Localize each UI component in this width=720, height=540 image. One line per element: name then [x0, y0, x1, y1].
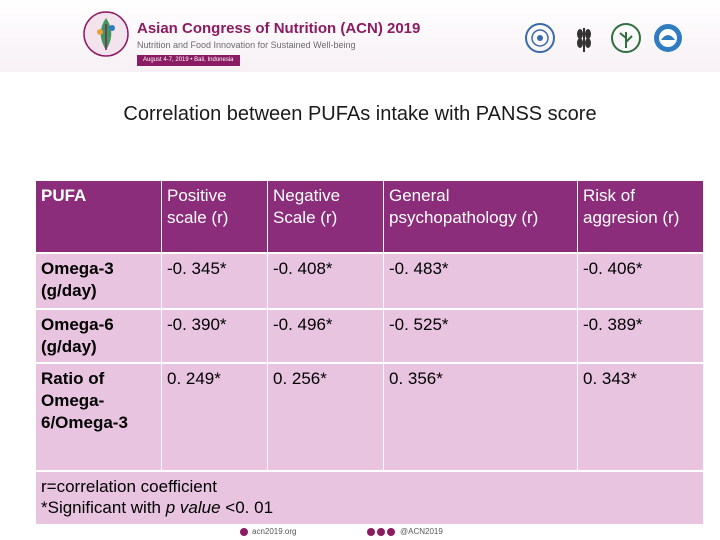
table-cell: -0. 389*: [577, 309, 704, 364]
footnote-definition: r=correlation coefficient: [41, 477, 217, 496]
table-cell: 0. 256*: [267, 363, 384, 472]
footnote-suffix: <0. 01: [220, 498, 274, 517]
plant-logo-icon: [611, 23, 641, 53]
partner-emblem-icon: [525, 23, 555, 53]
location-icon: [240, 528, 248, 536]
row-label: Ratio of Omega-6/Omega-3: [35, 363, 162, 472]
social-icon: [367, 528, 375, 536]
row-label: Omega-6 (g/day): [35, 309, 162, 364]
footer-website[interactable]: acn2019.org: [252, 527, 297, 536]
table-cell: -0. 496*: [267, 309, 384, 364]
footnote-p-value: p value: [165, 498, 221, 517]
social-icon: [377, 528, 385, 536]
table-cell: -0. 525*: [383, 309, 578, 364]
column-header: PUFA: [35, 181, 162, 254]
slide-title: Correlation between PUFAs intake with PA…: [123, 103, 597, 125]
table-cell: -0. 406*: [577, 253, 704, 310]
social-icon: [387, 528, 395, 536]
footnote-prefix: *Significant with: [41, 498, 166, 517]
society-seal-icon: [654, 24, 682, 52]
table-footnote-row: r=correlation coefficient *Significant w…: [35, 471, 704, 528]
correlation-table: PUFA Positive scale (r) Negative Scale (…: [35, 181, 704, 528]
table-row: Omega-3 (g/day) -0. 345* -0. 408* -0. 48…: [35, 253, 704, 310]
table-cell: -0. 483*: [383, 253, 578, 310]
column-header: Negative Scale (r): [267, 181, 384, 254]
table-cell: -0. 408*: [267, 253, 384, 310]
table-cell: 0. 356*: [383, 363, 578, 472]
conference-subtitle: Nutrition and Food Innovation for Sustai…: [137, 40, 356, 50]
column-header: General psychopathology (r): [383, 181, 578, 254]
table-row: Omega-6 (g/day) -0. 390* -0. 496* -0. 52…: [35, 309, 704, 364]
table-cell: 0. 249*: [161, 363, 268, 472]
conference-date-badge: August 4-7, 2019 • Bali, Indonesia: [137, 55, 240, 66]
footnote-significance: *Significant with p value <0. 01: [41, 497, 698, 518]
conference-title: Asian Congress of Nutrition (ACN) 2019: [137, 20, 421, 37]
slide-footer: acn2019.org @ACN2019: [0, 524, 720, 540]
footer-handle[interactable]: @ACN2019: [400, 527, 443, 536]
table-row: Ratio of Omega-6/Omega-3 0. 249* 0. 256*…: [35, 363, 704, 472]
column-header: Risk of aggresion (r): [577, 181, 704, 254]
conference-banner: Asian Congress of Nutrition (ACN) 2019 N…: [0, 0, 720, 72]
column-header: Positive scale (r): [161, 181, 268, 254]
table-header-row: PUFA Positive scale (r) Negative Scale (…: [35, 181, 704, 254]
acn-logo-icon: [83, 11, 129, 57]
table-cell: -0. 390*: [161, 309, 268, 364]
table-cell: -0. 345*: [161, 253, 268, 310]
table-cell: 0. 343*: [577, 363, 704, 472]
row-label: Omega-3 (g/day): [35, 253, 162, 310]
table-footnote: r=correlation coefficient *Significant w…: [35, 471, 704, 528]
wheat-logo-icon: [577, 28, 591, 52]
